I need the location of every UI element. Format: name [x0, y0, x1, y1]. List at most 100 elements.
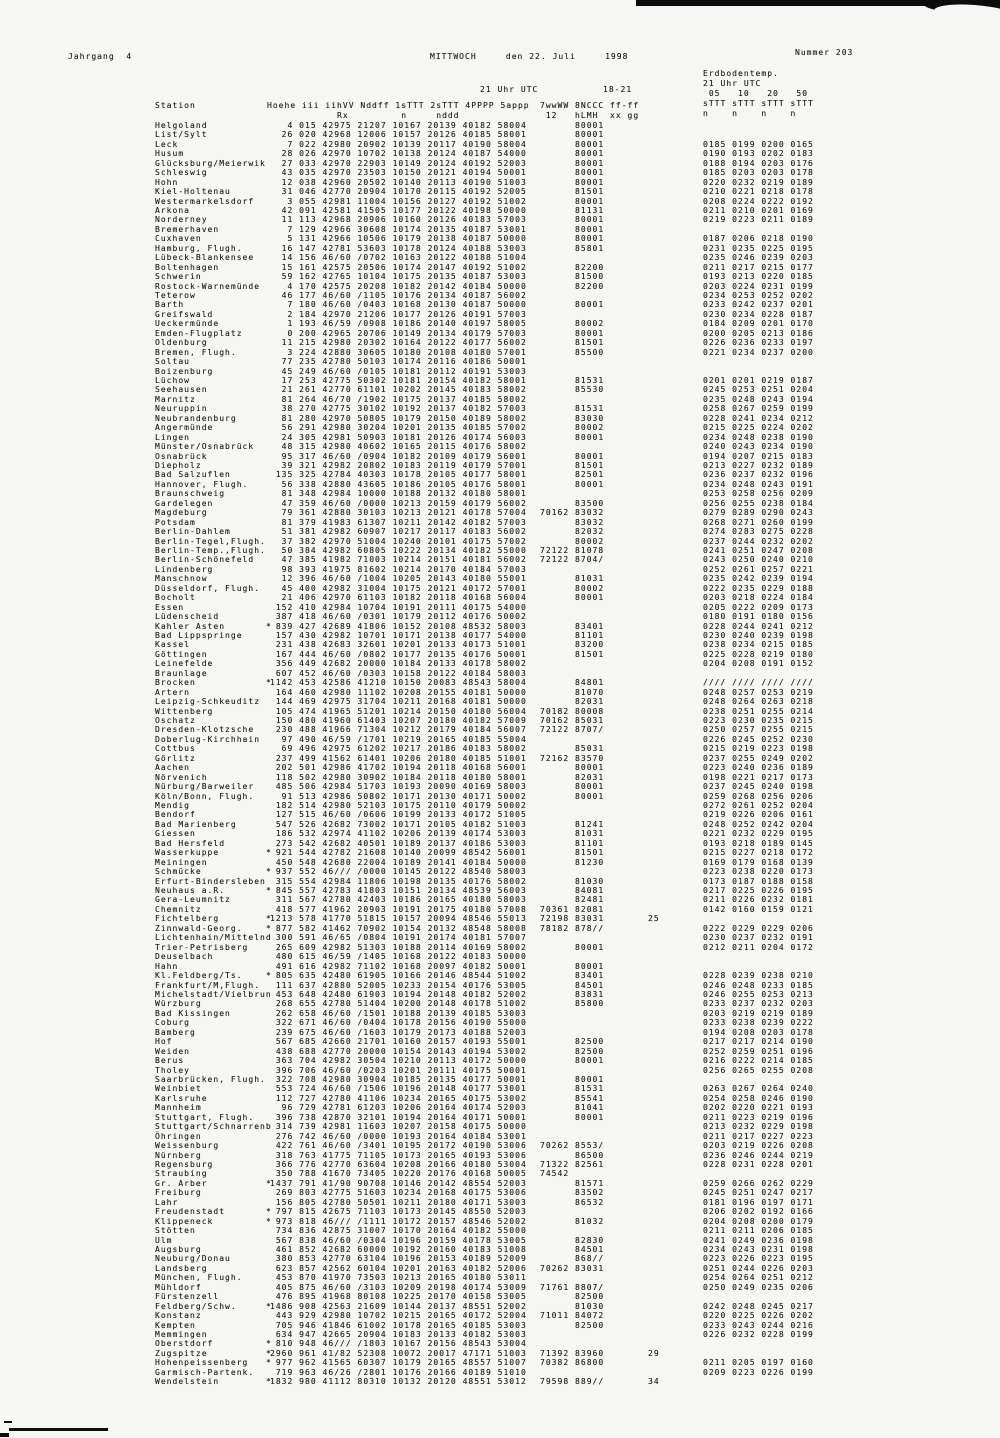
synop-groups: 86500: [540, 1150, 605, 1160]
station-name: Braunlage: [155, 668, 208, 678]
station-name: Berlin-Schönefeld: [155, 555, 255, 565]
synop-groups: 84081: [540, 886, 605, 896]
synop-groups: 72198 83031: [540, 914, 605, 924]
soil-temps: 0233 0238 0239 0222: [703, 1018, 814, 1028]
station-name: Bad Marienberg: [155, 819, 237, 829]
synop-groups: 83500: [540, 498, 605, 508]
station-name: Weinbiet: [155, 1084, 202, 1094]
soil-temps: 0194 0208 0203 0178: [703, 1027, 814, 1037]
synop-groups: 81230: [540, 857, 605, 867]
star-marker: *: [266, 1178, 272, 1188]
synop-values: 491 616 42982 71102 10168 20097 40182 50…: [270, 961, 527, 971]
table-row: Karlsruhe 112 727 42780 41106 10234 2016…: [0, 1094, 1000, 1104]
synop-values: 157 430 42982 10701 10171 20138 40177 54…: [270, 631, 527, 641]
table-row: Hamburg, Flugh. 16 147 42781 53603 10178…: [0, 244, 1000, 254]
synop-values: 81 379 41983 61307 10211 20142 40182 570…: [270, 517, 527, 527]
synop-values: 476 895 41968 80108 10225 20170 40158 53…: [270, 1292, 527, 1302]
table-row: Köln/Bonn, Flugh. 91 513 42986 50802 101…: [0, 792, 1000, 802]
table-row: Weissenburg 422 761 46/60 /3401 10195 20…: [0, 1141, 1000, 1151]
station-name: Stötten: [155, 1226, 196, 1236]
col-header-groups: 7wwWW 8NCCC ff-ff: [540, 101, 640, 110]
soil-temps: 0210 0221 0218 0178: [703, 187, 814, 197]
station-name: Wasserkuppe: [155, 848, 220, 858]
soil-header-title: Erdbodentemp.: [703, 69, 779, 78]
synop-values: 2 184 42970 21206 10177 20126 40191 5700…: [270, 309, 527, 319]
table-row: Oldenburg 11 215 42980 20302 10164 20122…: [0, 338, 1000, 348]
soil-temps: 0230 0240 0239 0198: [703, 631, 814, 641]
station-name: Fichtelberg: [155, 914, 220, 924]
synop-groups: 80001: [540, 1056, 605, 1066]
station-name: Memmingen: [155, 1329, 208, 1339]
synop-values: 877 582 41462 70902 10154 20132 48548 58…: [270, 923, 527, 933]
station-name: Kahler Asten: [155, 621, 226, 631]
station-name: Cuxhaven: [155, 234, 202, 244]
synop-values: 839 427 42689 41806 10152 20108 48532 58…: [270, 621, 527, 631]
station-name: Bad Kissingen: [155, 1008, 231, 1018]
table-row: Zugspitze * 2960 961 41/82 52308 10072 200…: [0, 1349, 1000, 1359]
synop-values: 921 544 42782 21608 10140 20099 48542 56…: [270, 848, 527, 858]
table-row: Berlin-Schönefeld 47 385 41982 71003 102…: [0, 555, 1000, 565]
soil-temps: 0233 0243 0244 0216: [703, 1320, 814, 1330]
soil-temps: 0211 0210 0201 0169: [703, 206, 814, 215]
station-name: Bremerhaven: [155, 224, 220, 234]
station-name: Nürnberg: [155, 1150, 202, 1160]
station-name: Boltenhagen: [155, 262, 220, 272]
table-row: Braunschweig 81 348 42984 10000 10188 20…: [0, 489, 1000, 499]
synop-groups: 80001: [540, 215, 605, 225]
table-row: Hohenpeissenberg * 977 962 41565 60307 10…: [0, 1358, 1000, 1368]
table-row: Würzburg 268 655 42780 51404 10200 20148…: [0, 999, 1000, 1009]
synop-values: 47 359 46/60 /0000 10213 20159 40179 560…: [270, 498, 527, 508]
synop-values: 167 444 46/60 /0802 10177 20135 40176 50…: [270, 649, 527, 659]
synop-values: 314 739 42981 11603 10207 20158 40175 50…: [270, 1122, 527, 1132]
masthead-date: MITTWOCH den 22. Juli 1998: [430, 52, 629, 61]
station-name: Marnitz: [155, 394, 196, 404]
soil-temps: 0169 0179 0168 0139: [703, 857, 814, 867]
table-row: Neuburg/Donau 380 853 42770 63104 10196 …: [0, 1254, 1000, 1264]
synop-values: 59 162 42765 10104 10175 20135 40187 530…: [270, 272, 527, 282]
synop-values: 17 253 42775 50302 10181 20154 40182 580…: [270, 376, 527, 386]
station-name: Hahn: [155, 961, 179, 971]
synop-values: 7 022 42980 20902 10139 20117 40190 5800…: [270, 139, 527, 149]
synop-groups: 83200: [540, 640, 605, 650]
synop-groups: 70182 80008: [540, 706, 605, 716]
table-row: Leck 7 022 42980 20902 10139 20117 40190…: [0, 140, 1000, 150]
synop-values: 634 947 42665 20904 10183 20133 40182 53…: [270, 1329, 527, 1339]
star-marker: *: [266, 1216, 272, 1226]
table-row: Chemnitz 418 577 41962 20903 10191 20175…: [0, 905, 1000, 915]
table-row: Oberstdorf * 810 948 46/// /1803 10167 20…: [0, 1339, 1000, 1349]
table-row: Bremen, Flugh. 3 224 42880 30605 10180 2…: [0, 348, 1000, 358]
synop-groups: 81031: [540, 574, 605, 584]
synop-values: 231 438 42683 32601 10201 20133 40173 51…: [270, 640, 527, 650]
table-row: Ulm 567 838 46/60 /0304 10196 20159 4017…: [0, 1236, 1000, 1246]
table-row: Stuttgart, Flugh. 396 738 42870 32101 10…: [0, 1113, 1000, 1123]
soil-temps: 0215 0225 0224 0202: [703, 423, 814, 433]
table-row: Öhringen 276 742 46/60 /0000 10193 20164…: [0, 1132, 1000, 1142]
station-name: Artern: [155, 687, 191, 697]
scan-artifact-top-line: [636, 0, 942, 6]
station-name: Zugspitze: [155, 1348, 208, 1358]
soil-temps: 0220 0232 0219 0189: [703, 177, 814, 187]
station-name: Arkona: [155, 206, 191, 215]
synop-groups: 71011 84072: [540, 1311, 605, 1321]
table-row: Westermarkelsdorf 3 055 42981 11004 1015…: [0, 197, 1000, 207]
synop-values: 567 838 46/60 /0304 10196 20159 40178 53…: [270, 1235, 527, 1245]
station-name: Barth: [155, 300, 185, 310]
station-name: Düsseldorf, Flugh.: [155, 583, 261, 593]
synop-values: 164 460 42980 11102 10208 20155 40181 50…: [270, 687, 527, 697]
station-name: Kassel: [155, 640, 191, 650]
synop-groups: 80001: [540, 961, 605, 971]
synop-values: 105 474 41965 51201 10214 20150 40180 56…: [270, 706, 527, 716]
table-row: Greifswald 2 184 42970 21206 10177 20126…: [0, 310, 1000, 320]
soil-temps: 0236 0246 0244 0219: [703, 1150, 814, 1160]
synop-values: 265 609 42982 51303 10188 20114 40169 58…: [270, 942, 527, 952]
station-name: Lindenberg: [155, 564, 214, 574]
table-row: Angermünde 56 291 42980 30204 10201 2013…: [0, 423, 1000, 433]
synop-values: 95 317 46/60 /0904 10182 20109 40179 560…: [270, 451, 527, 461]
table-row: Coburg 322 671 46/60 /0404 10178 20156 4…: [0, 1018, 1000, 1028]
synop-values: 977 962 41565 60307 10179 20165 48557 51…: [270, 1358, 527, 1368]
soil-temps: 0252 0259 0251 0196: [703, 1046, 814, 1056]
station-name: Manschnow: [155, 574, 208, 584]
table-row: Neubrandenburg 81 280 42970 50805 10179 …: [0, 414, 1000, 424]
soil-temps: 0190 0193 0202 0183: [703, 149, 814, 159]
synop-values: 7 180 46/60 /0403 10168 20130 40187 5000…: [270, 300, 527, 310]
